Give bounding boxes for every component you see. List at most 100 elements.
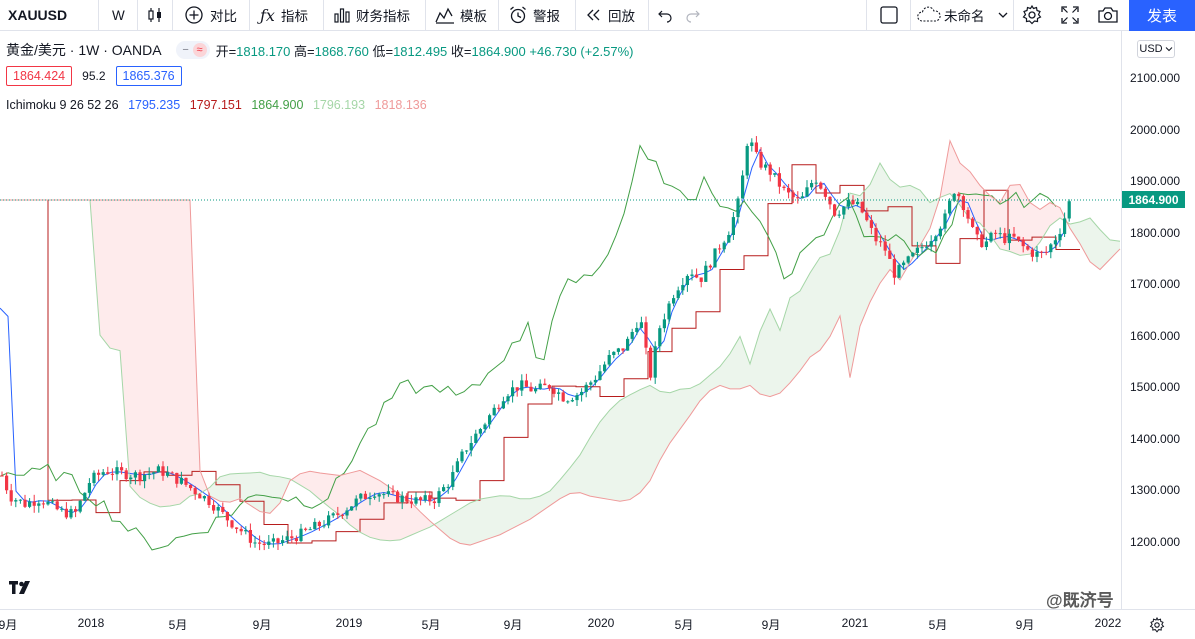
- candle-body: [14, 500, 18, 502]
- candle-body: [598, 371, 602, 380]
- cloud-segment: [840, 193, 850, 378]
- candle-body: [373, 496, 377, 498]
- candle-body: [465, 450, 469, 452]
- candle-body: [23, 499, 27, 507]
- candle-body: [690, 274, 694, 276]
- candle-body: [575, 395, 579, 401]
- fullscreen-layout-button[interactable]: [879, 0, 899, 30]
- indicator-legend[interactable]: Ichimoku 9 26 52 26 1795.235 1797.151 18…: [6, 98, 433, 112]
- candle-body: [543, 383, 547, 386]
- candle-body: [925, 246, 929, 248]
- candle-body: [92, 472, 96, 484]
- replay-button[interactable]: 回放: [585, 0, 635, 30]
- fullscreen-button[interactable]: [1060, 0, 1080, 30]
- cloud-segment: [760, 309, 770, 397]
- fx-icon: ƒx: [260, 5, 275, 25]
- compare-button[interactable]: 对比: [184, 0, 237, 30]
- low-value: 1812.495: [393, 43, 448, 59]
- candle-body: [607, 355, 611, 365]
- cloud-segment: [750, 331, 760, 394]
- candle-body: [630, 331, 634, 339]
- cloud-segment: [180, 200, 190, 505]
- candle-body: [892, 258, 896, 278]
- cloud-segment: [900, 185, 910, 280]
- tradingview-logo[interactable]: [8, 578, 34, 598]
- candle-body: [524, 380, 528, 387]
- candle-body: [782, 186, 786, 188]
- cloud-segment: [150, 200, 160, 507]
- cloud-segment: [370, 475, 380, 540]
- cloud-segment: [660, 391, 670, 461]
- currency-selector[interactable]: USD: [1137, 40, 1175, 58]
- financials-label: 财务指标: [356, 9, 410, 24]
- open-value: 1818.170: [236, 43, 291, 59]
- candle-body: [244, 529, 248, 532]
- legend-toggle[interactable]: − ≈: [175, 41, 210, 59]
- candle-body: [994, 232, 998, 234]
- candle-body: [1040, 251, 1044, 253]
- base-line-value: 1797.151: [189, 98, 242, 112]
- candle-body: [791, 192, 795, 198]
- candle-body: [391, 491, 395, 493]
- time-tick: 9月: [503, 618, 523, 632]
- cloud-segment: [830, 230, 840, 337]
- candle-body: [492, 407, 496, 416]
- price-chart-canvas[interactable]: [0, 31, 1121, 609]
- settings-button[interactable]: [1021, 0, 1043, 30]
- candle-body: [55, 501, 59, 510]
- candle-body: [478, 429, 482, 434]
- alert-button[interactable]: 警报: [508, 0, 560, 30]
- candle-body: [1003, 233, 1007, 244]
- candle-body: [989, 232, 993, 242]
- candle-body: [189, 484, 193, 489]
- cloud-segment: [420, 511, 430, 532]
- settings-gear-icon[interactable]: [1149, 617, 1165, 633]
- ichimoku-cloud-bullish: [210, 163, 1120, 546]
- candle-body: [9, 490, 13, 502]
- templates-button[interactable]: 模板: [435, 0, 487, 30]
- candle-body: [60, 508, 64, 510]
- symbol-search-button[interactable]: XAUUSD: [8, 7, 68, 23]
- candle-body: [442, 487, 446, 492]
- undo-button[interactable]: [657, 0, 673, 30]
- lead-a-value: 1796.193: [312, 98, 366, 112]
- candle-body: [184, 477, 188, 485]
- sell-price-button[interactable]: 1864.424: [6, 66, 73, 86]
- candle-body: [405, 495, 409, 502]
- buy-price-button[interactable]: 1865.376: [115, 66, 182, 86]
- indicators-button[interactable]: ƒx 指标: [260, 0, 308, 30]
- chart-type-button[interactable]: [146, 0, 164, 30]
- publish-button[interactable]: 发表: [1129, 0, 1195, 31]
- candle-body: [865, 212, 869, 221]
- symbol-title[interactable]: 黄金/美元 · 1W · OANDA: [6, 42, 162, 58]
- cloud-segment: [1110, 239, 1120, 260]
- candle-body: [354, 498, 358, 507]
- candle-body: [511, 387, 515, 397]
- candle-body: [267, 541, 271, 546]
- cloud-segment: [130, 200, 140, 498]
- candle-body: [727, 235, 731, 243]
- price-tick: 2100.000: [1130, 71, 1181, 85]
- layout-name-button[interactable]: 未命名: [916, 0, 1009, 30]
- cloud-segment: [490, 495, 500, 539]
- candle-body: [800, 196, 804, 199]
- candle-body: [621, 348, 625, 351]
- candle-body: [998, 233, 1002, 235]
- candle-body: [363, 493, 367, 500]
- candle-body: [290, 536, 294, 539]
- candle-body: [331, 513, 335, 516]
- redo-button[interactable]: [685, 0, 701, 30]
- candle-body: [350, 506, 354, 511]
- candle-body: [672, 298, 676, 304]
- candle-body: [170, 472, 174, 474]
- financials-button[interactable]: 财务指标: [333, 0, 410, 30]
- price-axis[interactable]: 2100.000 2000.000 1900.000 1800.000 1700…: [1121, 31, 1195, 609]
- plus-circle-icon: [185, 6, 203, 24]
- interval-button[interactable]: W: [112, 7, 125, 23]
- candle-body: [557, 392, 561, 394]
- time-axis[interactable]: 9月 2018 5月 9月 2019 5月 9月 2020 5月 9月 2021…: [0, 609, 1195, 639]
- candle-body: [699, 277, 703, 282]
- snapshot-button[interactable]: [1097, 0, 1119, 30]
- candle-body: [984, 241, 988, 248]
- candle-body: [658, 328, 662, 347]
